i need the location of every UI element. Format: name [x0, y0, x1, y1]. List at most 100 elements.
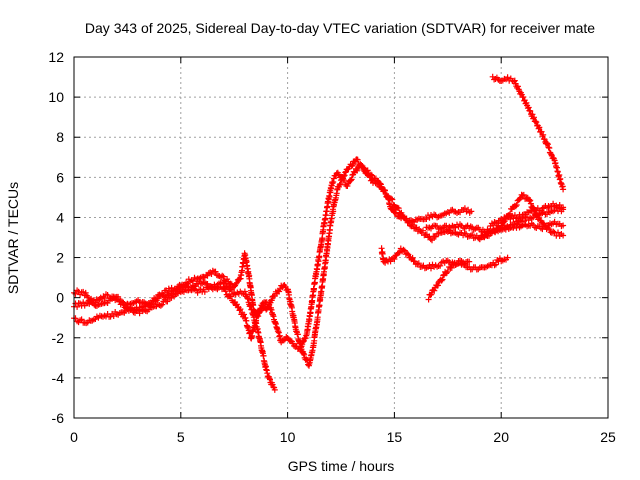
x-tick-label: 15: [387, 429, 403, 445]
x-tick-label: 5: [177, 429, 185, 445]
data-point: [527, 197, 534, 204]
data-point: [499, 217, 506, 224]
data-point: [391, 256, 398, 262]
data-point: [444, 268, 451, 275]
data-point: [538, 128, 545, 135]
data-point: [194, 289, 201, 296]
data-layer: [71, 73, 567, 393]
data-point: [348, 177, 354, 184]
y-tick-label: -6: [52, 410, 65, 426]
y-tick-label: 2: [56, 250, 64, 266]
data-point: [512, 203, 519, 210]
data-point: [136, 310, 143, 317]
data-point: [469, 231, 476, 238]
y-tick-label: 12: [48, 49, 64, 65]
data-point: [452, 261, 459, 268]
data-point: [400, 246, 407, 253]
data-point: [336, 182, 343, 188]
y-axis-label: SDTVAR / TECUs: [5, 182, 21, 294]
data-point: [432, 233, 439, 240]
series-track-g: [476, 191, 567, 243]
data-point: [540, 131, 547, 138]
data-point: [439, 276, 446, 283]
data-point: [280, 337, 287, 344]
data-point: [341, 177, 348, 184]
y-tick-label: -4: [52, 370, 65, 386]
data-point: [541, 136, 548, 143]
data-point: [355, 164, 362, 171]
data-point: [536, 124, 543, 131]
data-point: [219, 272, 226, 279]
y-tick-label: 0: [56, 290, 64, 306]
data-point: [496, 225, 503, 232]
data-point: [520, 191, 527, 198]
data-point: [443, 222, 450, 229]
data-point: [82, 289, 89, 296]
data-point: [548, 151, 555, 158]
x-tick-label: 0: [70, 429, 78, 445]
y-tick-label: 10: [48, 89, 64, 105]
data-point: [461, 205, 468, 212]
data-point: [227, 280, 234, 287]
data-point: [438, 277, 445, 284]
data-point: [465, 206, 472, 213]
data-point: [452, 224, 459, 231]
data-point: [330, 179, 337, 185]
data-point: [104, 292, 111, 298]
data-point: [241, 311, 247, 318]
x-tick-label: 10: [280, 429, 296, 445]
plot-frame: [73, 56, 609, 419]
data-point: [516, 196, 523, 203]
data-point: [382, 191, 389, 197]
data-point: [523, 99, 530, 106]
data-point: [233, 279, 240, 286]
data-point: [546, 226, 553, 233]
data-point: [348, 163, 355, 170]
data-point: [504, 254, 511, 261]
data-point: [431, 287, 438, 294]
data-point: [434, 223, 441, 230]
data-point: [257, 307, 264, 313]
data-point: [157, 302, 164, 309]
data-point: [550, 200, 557, 207]
data-point: [504, 74, 511, 81]
data-point: [533, 119, 540, 126]
x-axis-label: GPS time / hours: [288, 458, 395, 474]
data-point: [388, 195, 395, 202]
data-point: [224, 276, 231, 283]
data-point: [540, 220, 547, 227]
data-point: [514, 83, 521, 90]
y-tick-label: 6: [56, 169, 64, 185]
data-point: [428, 265, 434, 272]
data-point: [463, 230, 470, 237]
data-point: [531, 114, 537, 121]
series-track-h: [487, 200, 567, 229]
data-point: [212, 268, 219, 275]
data-point: [525, 104, 532, 111]
data-point: [354, 156, 361, 163]
data-point: [222, 288, 229, 295]
data-point: [535, 125, 542, 132]
data-point: [560, 204, 567, 211]
data-point: [237, 306, 244, 313]
data-point: [211, 281, 218, 288]
data-point: [228, 293, 234, 300]
data-point: [135, 307, 142, 314]
data-point: [120, 301, 127, 308]
data-point: [513, 202, 520, 208]
data-point: [555, 229, 561, 236]
data-point: [375, 180, 382, 187]
data-point: [190, 278, 196, 285]
data-point: [159, 301, 166, 308]
data-point: [428, 291, 435, 298]
data-point: [381, 187, 388, 194]
data-point: [405, 219, 412, 226]
data-point: [165, 285, 172, 292]
data-point: [420, 227, 426, 234]
data-point: [389, 196, 396, 203]
data-point: [429, 237, 435, 244]
data-point: [359, 163, 366, 169]
data-point: [110, 293, 117, 300]
y-tick-label: 8: [56, 129, 64, 145]
